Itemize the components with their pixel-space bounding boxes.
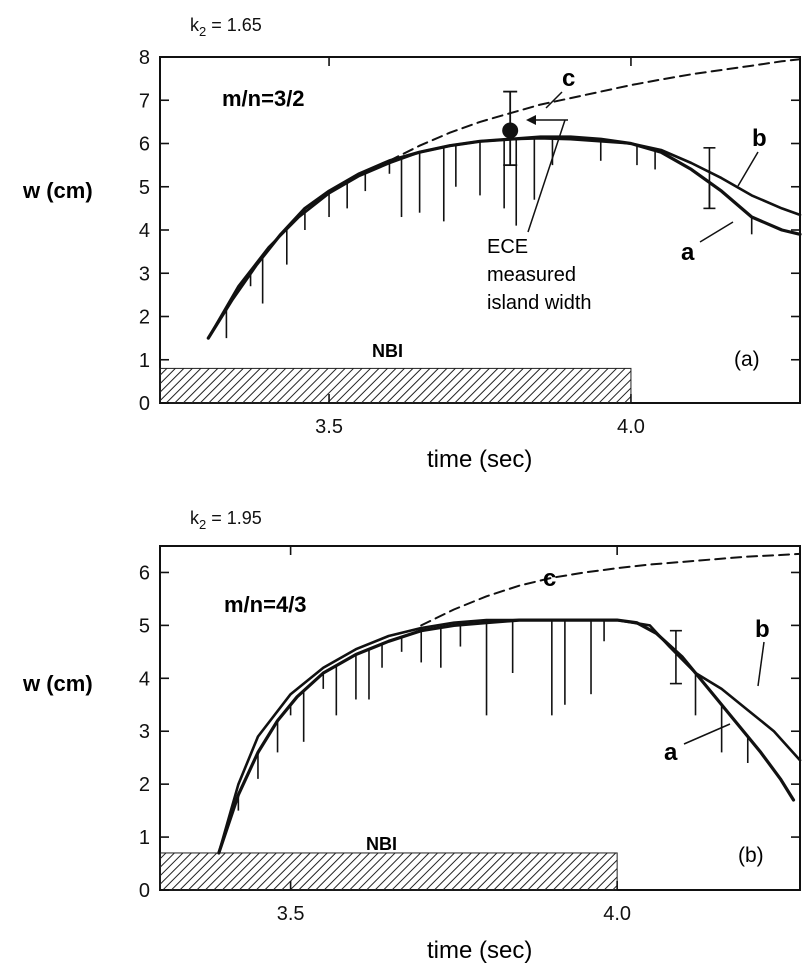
panel-b-ytick-label: 0 xyxy=(139,880,150,902)
panel-a-mode-label: m/n=3/2 xyxy=(222,86,305,111)
panel-a-leader-a xyxy=(699,221,734,243)
panel-a-leader-c xyxy=(545,91,563,109)
panel-b-header-rest: = 1.95 xyxy=(206,508,262,528)
panel-b-header: k2 = 1.95 xyxy=(190,508,262,532)
panel-b-header-k: k xyxy=(190,508,200,528)
panel-a-ytick-label: 6 xyxy=(139,134,150,156)
panel-a-header-rest: = 1.65 xyxy=(206,15,262,35)
panel-a-series-label-a: a xyxy=(681,239,695,266)
panel-a-header-sub: 2 xyxy=(199,24,206,39)
panel-a-series-label-c: c xyxy=(562,65,575,92)
panel-b-leader-b xyxy=(757,641,765,687)
panel-a-ytick-label: 1 xyxy=(139,350,150,372)
panel-b-nbi-label: NBI xyxy=(366,834,397,854)
panel-a-series-c xyxy=(388,58,801,162)
panel-b-ylabel: w (cm) xyxy=(22,671,93,696)
panel-b-series-label-a: a xyxy=(664,739,678,766)
panel-a-leader-ece xyxy=(527,119,566,233)
panel-a-ytick-label: 4 xyxy=(139,220,150,242)
panel-b-header-sub: 2 xyxy=(199,517,206,532)
panel-a-ece-point xyxy=(502,122,519,139)
panel-a-annotation-line2: measured xyxy=(487,264,576,286)
panel-a-annotation-line1: ECE xyxy=(487,236,528,258)
panel-a-nbi-bar xyxy=(159,367,632,404)
panel-a-xtick-label: 4.0 xyxy=(617,416,645,438)
panel-b-xtick-label: 3.5 xyxy=(277,903,305,925)
panel-a-ece-arrowhead xyxy=(526,115,536,125)
panel-a-header: k2 = 1.65 xyxy=(190,15,262,39)
panel-a-xtick-label: 3.5 xyxy=(315,416,343,438)
panel-a-annotation-line3: island width xyxy=(487,292,592,314)
panel-a-ytick-label: 8 xyxy=(139,47,150,69)
panel-a-series-label-b: b xyxy=(752,125,767,152)
panel-b-ytick-label: 6 xyxy=(139,562,150,584)
panel-b-leader-a xyxy=(683,723,731,745)
panel-a-annotation: ECE measured island width xyxy=(487,236,592,314)
panel-b-xlabel: time (sec) xyxy=(427,937,532,964)
panel-a-ytick-label: 2 xyxy=(139,307,150,329)
panel-b-ytick-label: 3 xyxy=(139,721,150,743)
panel-b-xtick-label: 4.0 xyxy=(603,903,631,925)
panel-b-ytick-label: 4 xyxy=(139,668,150,690)
panel-a-ytick-label: 0 xyxy=(139,393,150,415)
panel-b-series-label-c: c xyxy=(543,565,556,592)
panel-a-ytick-label: 7 xyxy=(139,90,150,112)
panel-b-mode-label: m/n=4/3 xyxy=(224,592,307,617)
panel-a-leader-b xyxy=(737,151,759,187)
panel-a-ylabel: w (cm) xyxy=(22,178,93,203)
panel-b-series-b xyxy=(217,618,802,855)
panel-a-ytick-label: 3 xyxy=(139,263,150,285)
panel-a-header-k: k xyxy=(190,15,200,35)
panel-a-ytick-label: 5 xyxy=(139,177,150,199)
panel-b-ytick-label: 1 xyxy=(139,827,150,849)
panel-a-panel-label: (a) xyxy=(734,348,760,371)
panel-a-xlabel: time (sec) xyxy=(427,446,532,473)
panel-b-series-label-b: b xyxy=(755,616,770,643)
panel-b-series-c xyxy=(420,552,801,627)
panel-b-ytick-label: 2 xyxy=(139,774,150,796)
panel-b-ytick-label: 5 xyxy=(139,615,150,637)
panel-a-nbi-label: NBI xyxy=(372,341,403,361)
panel-b-panel-label: (b) xyxy=(738,844,764,867)
panel-b-nbi-bar xyxy=(159,852,618,891)
panel-b-series-a xyxy=(217,618,796,855)
